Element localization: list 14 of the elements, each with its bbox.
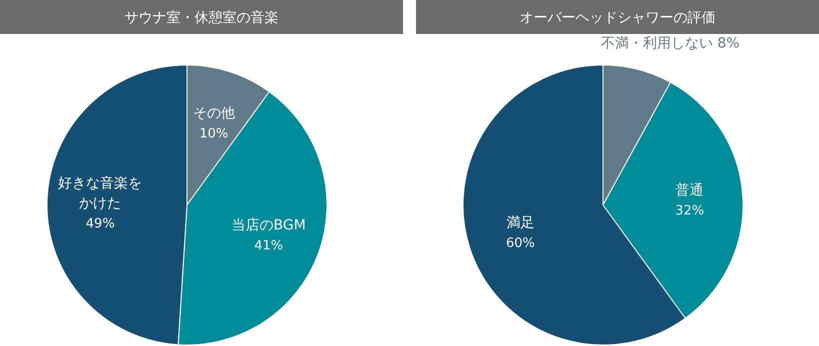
slice-label: 好きな音楽をかけた [58,175,142,212]
slice-label: 普通 [676,182,704,199]
data-label: 32% [675,204,704,219]
data-label: 41% [254,238,284,254]
data-label: 60% [506,236,535,251]
slice-label: 不満・利用しない [600,36,713,52]
slice-label: 当店のBGM [232,217,306,234]
chart-title: サウナ室・休憩室の音楽 [124,10,278,26]
data-label: 49% [86,216,115,232]
slice-label: 満足 [506,214,534,231]
chart-title: オーバーヘッドシャワーの評価 [520,10,716,26]
slice-label: その他 [192,105,235,122]
data-label: 10% [199,126,228,142]
data-label: 8% [717,36,740,52]
